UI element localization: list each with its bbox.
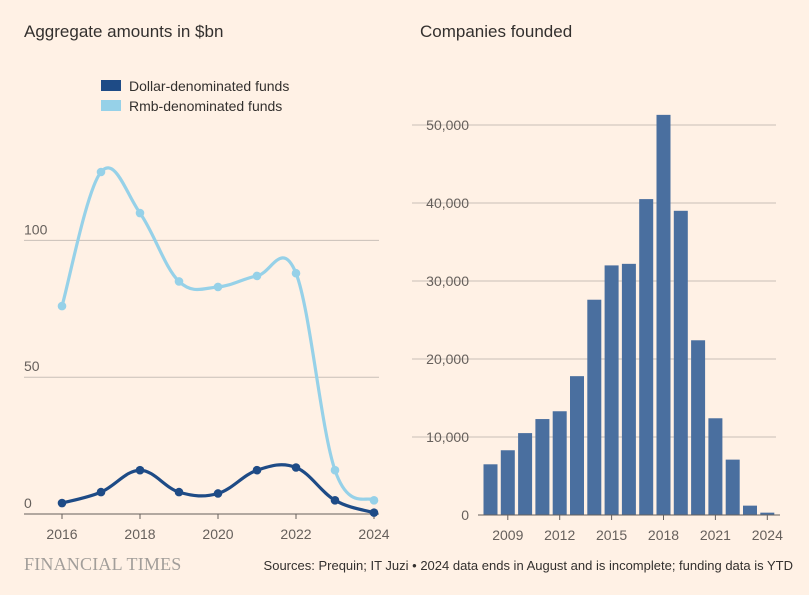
companies-founded-bar-chart: 0 10,000 20,000 30,000 40,000 50,000 2009 2012 2…: [412, 114, 783, 543]
bar-2013: [570, 376, 584, 515]
rmb-data-point: [135, 208, 145, 218]
right-y-tick-label: 40,000: [426, 195, 469, 211]
right-y-tick-label: 30,000: [426, 273, 469, 289]
dollar-data-point: [369, 508, 379, 517]
rmb-data-point: [57, 301, 67, 311]
dollar-data-point: [330, 496, 340, 505]
left-x-tick-label: 2022: [280, 526, 311, 542]
dollar-data-point: [252, 465, 262, 475]
bar-2014: [587, 299, 602, 515]
left-y-tick-label: 0: [24, 495, 32, 511]
right-x-tick-label: 2015: [596, 527, 627, 543]
bar-2017: [639, 199, 654, 515]
rmb-data-point: [252, 271, 262, 281]
bar-2019: [673, 210, 688, 516]
right-x-tick-label: 2009: [492, 527, 523, 543]
bar-2009: [500, 450, 515, 515]
dollar-data-point: [96, 487, 106, 497]
source-note: Sources: Prequin; IT Juzi • 2024 data en…: [263, 558, 793, 573]
dollar-data-point: [291, 463, 301, 472]
rmb-data-point: [213, 282, 223, 292]
left-x-tick-label: 2024: [358, 526, 389, 542]
aggregate-amounts-line-chart: 0 50 100 2016 2018 2020 2022 2024 Dollar-denomin…: [24, 78, 390, 542]
right-x-tick-label: 2021: [700, 527, 731, 543]
right-x-tick-label: 2024: [752, 527, 783, 543]
dollar-series-line: [61, 463, 375, 515]
right-y-tick-label: 0: [461, 507, 469, 523]
bar-2008: [483, 464, 498, 515]
right-y-tick-label: 10,000: [426, 429, 469, 445]
bar-2010: [518, 433, 533, 515]
rmb-series-line: [60, 166, 375, 502]
right-y-tick-label: 50,000: [426, 117, 469, 133]
left-y-tick-label: 50: [24, 358, 40, 374]
rmb-data-point: [96, 167, 106, 177]
bar-2024: [760, 512, 775, 515]
dollar-data-point: [174, 487, 184, 497]
bar-2015: [604, 265, 619, 515]
right-y-tick-label: 20,000: [426, 351, 469, 367]
bar-2021: [708, 418, 723, 515]
rmb-data-point: [369, 496, 379, 505]
dollar-data-point: [135, 465, 145, 475]
legend-swatch-dollar: [101, 80, 121, 91]
left-x-tick-label: 2020: [202, 526, 233, 542]
legend-label-rmb: Rmb-denominated funds: [129, 98, 282, 114]
bar-2023: [743, 505, 757, 515]
right-x-tick-label: 2012: [544, 527, 575, 543]
right-x-tick-label: 2018: [648, 527, 679, 543]
rmb-data-point: [330, 465, 340, 475]
left-y-tick-label: 100: [24, 221, 48, 237]
rmb-data-point: [174, 277, 184, 286]
publisher-logo: FINANCIAL TIMES: [24, 554, 182, 574]
legend-label-dollar: Dollar-denominated funds: [129, 78, 289, 94]
bar-2020: [691, 340, 706, 515]
bar-2012: [552, 411, 567, 515]
bar-2022: [725, 459, 740, 515]
left-x-tick-label: 2018: [124, 526, 155, 542]
bar-2016: [621, 263, 636, 515]
dollar-data-point: [213, 489, 223, 498]
bar-2018: [656, 114, 671, 516]
bar-2011: [535, 419, 550, 515]
left-x-tick-label: 2016: [46, 526, 77, 542]
legend-swatch-rmb: [101, 100, 121, 111]
rmb-data-point: [291, 268, 301, 278]
dollar-data-point: [57, 498, 67, 508]
right-chart-title: Companies founded: [420, 22, 573, 41]
left-chart-title: Aggregate amounts in $bn: [24, 22, 224, 41]
